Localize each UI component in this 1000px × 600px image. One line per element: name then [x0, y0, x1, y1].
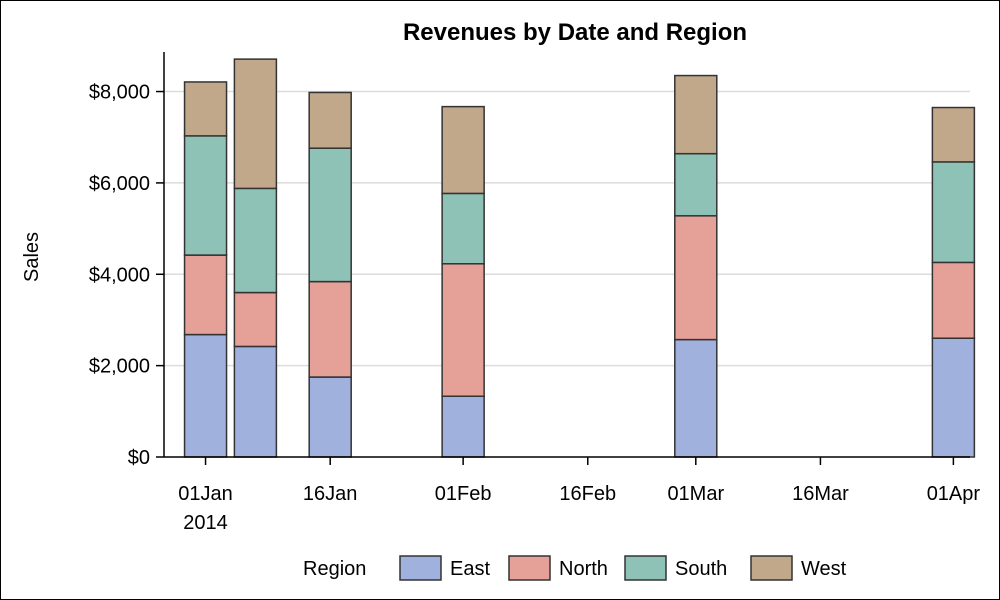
legend-swatch-north	[508, 555, 551, 581]
bar-north-2014-02-01	[441, 263, 485, 397]
bar-south-2014-03-01	[674, 152, 718, 217]
bar-west-2014-01-16	[308, 91, 352, 149]
bar-east-2014-01-01	[183, 333, 228, 458]
y-tick-label: $6,000	[89, 173, 150, 195]
bar-north-2014-01-16	[308, 280, 352, 378]
y-tick-label: $8,000	[89, 82, 150, 104]
y-tick-label: $4,000	[89, 264, 150, 286]
x-tick-label: 01Mar	[667, 483, 724, 505]
bar-east-2014-02-01	[441, 395, 485, 458]
x-tick-sublabel: 2014	[183, 512, 228, 534]
bar-west-2014-04-01	[931, 106, 976, 163]
x-tick-label: 16Jan	[303, 483, 358, 505]
legend-swatch-south	[624, 555, 667, 581]
bar-south-2014-01-07	[233, 187, 278, 294]
bar-north-2014-01-07	[233, 291, 278, 348]
bars	[183, 58, 976, 458]
y-axis-label: Sales	[21, 232, 43, 282]
x-tick-label: 01Feb	[435, 483, 492, 505]
legend: Region East North South West	[303, 555, 847, 581]
legend-swatch-east	[399, 555, 442, 581]
gridlines	[164, 90, 970, 367]
legend-title: Region	[303, 558, 366, 580]
bar-north-2014-04-01	[931, 261, 976, 339]
bar-west-2014-01-01	[183, 81, 228, 137]
y-tick-label: $2,000	[89, 356, 150, 378]
bar-west-2014-02-01	[441, 105, 485, 195]
axes: $0 $2,000 $4,000 $6,000 $8,000 01Jan 2014 16Jan…	[89, 52, 981, 534]
bar-south-2014-04-01	[931, 161, 976, 264]
legend-label-east: East	[450, 558, 490, 580]
bar-east-2014-04-01	[931, 337, 976, 458]
bar-east-2014-01-16	[308, 376, 352, 458]
legend-label-north: North	[559, 558, 608, 580]
x-tick-label: 01Jan	[178, 483, 233, 505]
chart-title: Revenues by Date and Region	[403, 19, 747, 46]
bar-south-2014-01-16	[308, 147, 352, 283]
y-tick-label: $0	[128, 447, 150, 469]
x-tick-label: 16Feb	[559, 483, 616, 505]
bar-east-2014-01-07	[233, 345, 278, 458]
bar-north-2014-03-01	[674, 215, 718, 341]
bar-east-2014-03-01	[674, 338, 718, 458]
bar-north-2014-01-01	[183, 254, 228, 336]
bar-west-2014-01-07	[233, 58, 278, 190]
bar-south-2014-02-01	[441, 192, 485, 265]
bar-west-2014-03-01	[674, 74, 718, 155]
x-tick-label: 16Mar	[792, 483, 849, 505]
legend-label-south: South	[675, 558, 727, 580]
legend-label-west: West	[801, 558, 847, 580]
x-tick-label: 01Apr	[927, 483, 981, 505]
legend-swatch-west	[750, 555, 793, 581]
bar-south-2014-01-01	[183, 135, 228, 256]
